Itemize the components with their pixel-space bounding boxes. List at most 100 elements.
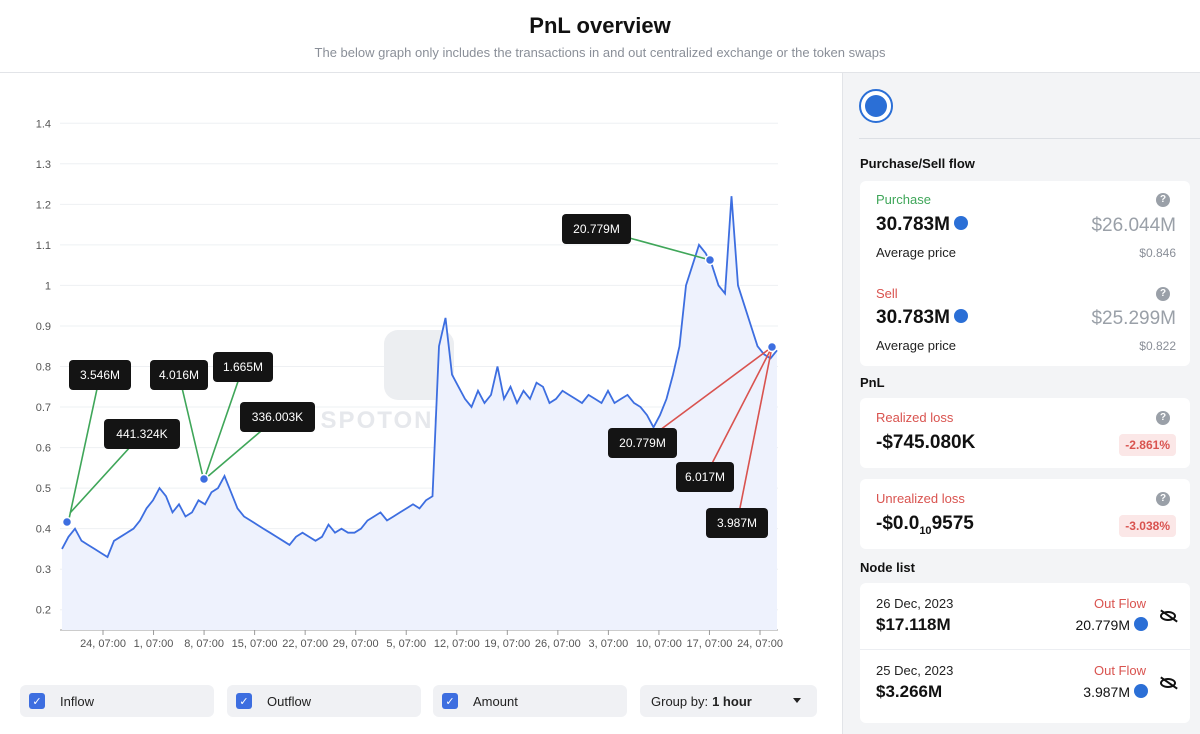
node-date: 25 Dec, 2023 [876,663,954,678]
x-tick-label: 8, 07:00 [184,638,224,650]
unrealized-loss-value: -$0.0109575 [876,513,974,537]
node-amount: $3.266M [876,682,943,701]
annotation-label: 4.016M [159,368,199,382]
help-icon[interactable]: ? [1156,287,1170,301]
amount-checkbox[interactable]: ✓ [442,693,458,709]
data-point-marker [198,473,210,485]
sell-usd: $25.299M [1091,308,1176,329]
x-tick-label: 12, 07:00 [434,638,480,650]
annotation-box [69,360,131,390]
x-tick-label: 15, 07:00 [232,638,278,650]
y-tick-label: 1.1 [36,240,51,252]
annotation-label: 20.779M [619,436,666,450]
y-tick-label: 0.4 [36,524,51,536]
token-icon [1134,684,1148,699]
annotation-label: 3.546M [80,368,120,382]
annotation-label: 1.665M [223,360,263,374]
eye-off-icon[interactable] [1160,678,1176,688]
annotation-label: 6.017M [685,470,725,484]
purchase-usd: $26.044M [1091,215,1176,236]
line-area [62,196,777,630]
inflow-label: Inflow [60,693,94,709]
annotation-box [104,419,180,449]
x-tick-label: 3, 07:00 [589,638,629,650]
data-point-marker [61,516,73,528]
pnl-section-title: PnL [860,375,885,390]
unrealized-loss-card: Unrealized loss ? -$0.0109575 -3.038% [860,479,1190,549]
annotation-label: 3.987M [717,516,757,530]
x-tick-label: 24, 07:00 [80,638,126,650]
annotation-box [150,360,208,390]
x-tick-label: 10, 07:00 [636,638,682,650]
annotation-leader [68,374,101,520]
token-icon [1134,617,1148,632]
x-tick-label: 17, 07:00 [687,638,733,650]
x-tick-label: 1, 07:00 [134,638,174,650]
y-tick-label: 1 [45,280,51,292]
annotation-box [706,508,768,538]
x-tick-label: 19, 07:00 [484,638,530,650]
x-tick-label: 22, 07:00 [282,638,328,650]
node-list: 26 Dec, 2023 Out Flow $17.118M 20.779M 2… [860,583,1190,723]
node-date: 26 Dec, 2023 [876,596,954,611]
inflow-checkbox[interactable]: ✓ [29,693,45,709]
outflow-filter[interactable]: ✓ Outflow [227,685,421,717]
eye-off-icon[interactable] [1160,611,1176,621]
unrealized-loss-pct-badge: -3.038% [1119,515,1176,537]
annotation-box [562,214,631,244]
amount-label: Amount [473,693,518,709]
node-token-amount: 20.779M [1076,617,1148,633]
groupby-value: 1 hour [712,693,752,709]
y-tick-label: 0.6 [36,443,51,455]
y-tick-label: 0.3 [36,564,51,576]
purchase-avg-label: Average price [876,245,956,260]
flow-section-title: Purchase/Sell flow [860,156,975,171]
chevron-down-icon [793,698,801,703]
node-flow-type: Out Flow [1093,596,1146,611]
help-icon[interactable]: ? [1156,411,1170,425]
node-token-amount: 3.987M [1083,684,1148,700]
price-line [61,196,778,559]
y-tick-label: 0.8 [36,362,51,374]
sell-avg-price: $0.822 [1139,339,1176,353]
inflow-filter[interactable]: ✓ Inflow [20,685,214,717]
sell-label: Sell [876,286,898,301]
unrealized-loss-label: Unrealized loss [876,491,965,506]
x-tick-label: 26, 07:00 [535,638,581,650]
realized-loss-pct-badge: -2.861% [1119,434,1176,456]
annotation-leader [736,346,773,524]
token-icon [953,215,968,230]
pnl-chart[interactable]: 0.2 0.3 0.4 0.5 0.6 0.7 0.8 0.9 1 1.1 1.2 1.3 1.4 24,… [0,73,842,734]
token-logo-icon [859,89,893,123]
help-icon[interactable]: ? [1156,193,1170,207]
sell-avg-label: Average price [876,338,956,353]
amount-filter[interactable]: ✓ Amount [433,685,627,717]
x-tick-label: 29, 07:00 [333,638,379,650]
node-list-title: Node list [860,560,915,575]
annotation-box [240,402,315,432]
purchase-sell-card: Purchase ? 30.783M $26.044M Average pric… [860,181,1190,366]
groupby-label: Group by: [651,693,709,709]
annotation-label: 441.324K [116,427,167,441]
y-tick-label: 1.2 [36,199,51,211]
annotation-box [676,462,734,492]
annotation-leader [203,366,244,481]
annotation-leader [704,346,773,478]
purchase-amount: 30.783M [876,214,968,236]
x-tick-label: 24, 07:00 [737,638,783,650]
data-point-marker [704,254,716,266]
annotation-box [213,352,273,382]
token-icon [953,308,968,323]
y-tick-label: 0.9 [36,321,51,333]
divider [860,649,1190,650]
purchase-label: Purchase [876,192,931,207]
page-subtitle: The below graph only includes the transa… [314,45,886,60]
groupby-select[interactable]: Group by: 1 hour [640,685,817,717]
help-icon[interactable]: ? [1156,492,1170,506]
annotation-leader [178,374,204,478]
pnl-chart-svg[interactable]: 0.2 0.3 0.4 0.5 0.6 0.7 0.8 0.9 1 1.1 1.2 1.3 1.4 24,… [0,73,842,683]
divider [859,138,1200,139]
outflow-checkbox[interactable]: ✓ [236,693,252,709]
y-tick-label: 0.2 [36,605,51,617]
annotation-box [608,428,677,458]
